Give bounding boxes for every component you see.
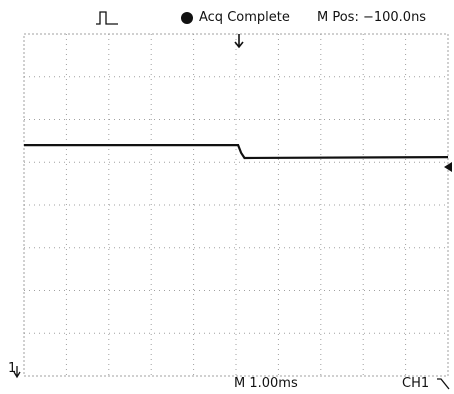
trigger-level-marker-icon — [444, 162, 452, 172]
channel-ground-arrow-icon — [13, 366, 21, 379]
waveform-trace — [24, 144, 449, 160]
graticule — [23, 33, 449, 377]
horizontal-position: M Pos: −100.0ns — [317, 10, 427, 25]
channel-marker-label: 1 — [8, 361, 17, 376]
timebase-readout: M 1.00ms — [234, 376, 298, 391]
acquisition-status-dot-icon — [181, 12, 193, 24]
trigger-pulse-icon — [96, 11, 118, 25]
channel-readout: CH1 — [402, 376, 430, 391]
acquisition-status: Acq Complete — [199, 10, 290, 25]
falling-edge-icon — [437, 378, 450, 390]
trigger-position-arrow-icon — [234, 34, 244, 49]
